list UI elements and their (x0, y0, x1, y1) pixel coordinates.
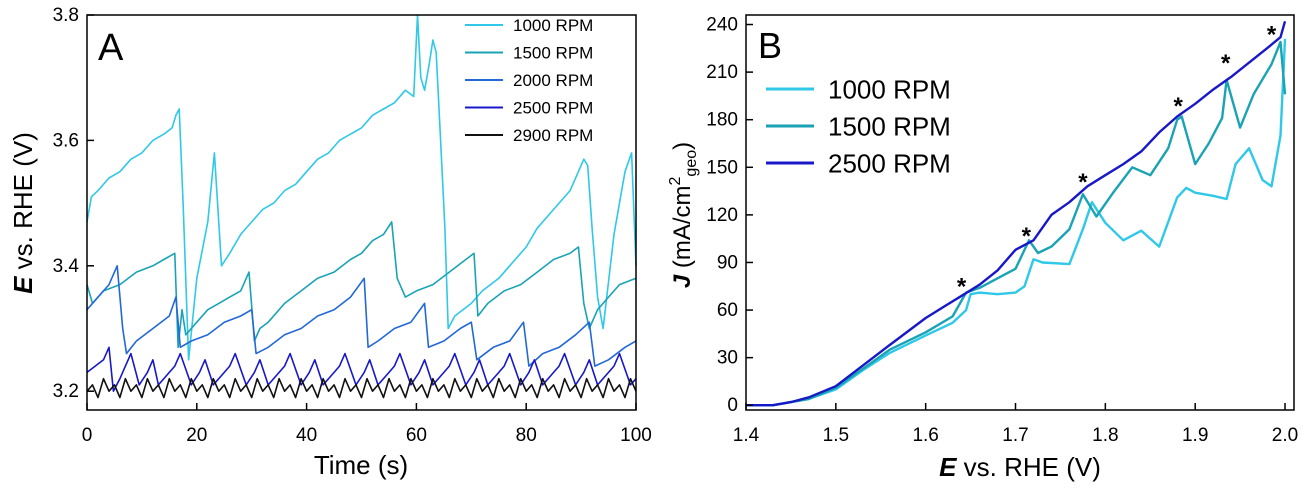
panel-b: 1.4 1.5 1.6 1.7 1.8 1.9 2.0 030609012015018021… (667, 14, 1298, 482)
panel-a-y-axis-title-bold: E (8, 276, 38, 294)
panel-b-x-ticks: 1.4 1.5 1.6 1.7 1.8 1.9 2.0 (733, 403, 1298, 446)
panel-a-label: A (98, 27, 124, 69)
panel-b-y-axis-title-close: ) (669, 142, 696, 150)
panel-b-y-ticks: 0 30 60 90 120 150 180 210 240 (706, 15, 753, 416)
panel-a-x-tick-label: 80 (516, 425, 537, 446)
panel-b-y-tick-label: 90 (717, 252, 738, 273)
panel-a-y-tick-label: 3.6 (53, 130, 79, 151)
panel-b-series-group (746, 20, 1287, 407)
panel-a-series-line-2 (86, 221, 637, 349)
panel-b-legend-label: 2500 RPM (828, 148, 951, 178)
panel-a-x-tick-label: 60 (406, 425, 427, 446)
panel-a-legend: 1000 RPM 1500 RPM 2000 RPM 2500 RPM 2900 RPM (465, 16, 593, 145)
panel-a-y-axis-title: E vs. RHE (V) (8, 132, 38, 294)
panel-a-y-axis-title-rest: vs. RHE (V) (8, 132, 38, 276)
panel-b-y-tick-label: 30 (717, 348, 738, 369)
panel-b-y-tick-label: 150 (706, 157, 738, 178)
panel-b-y-tick-label: 60 (717, 300, 738, 321)
panel-b-x-tick-label: 1.6 (912, 425, 938, 446)
panel-b-asterisk-annotation: * (1173, 93, 1183, 120)
panel-a-x-tick-label: 40 (296, 425, 317, 446)
panel-b-y-axis-title-bold: J (669, 274, 696, 288)
panel-a-x-ticks: 0 20 40 60 80 100 (82, 403, 652, 446)
panel-b-y-axis-title-rest: (mA/cm (669, 185, 696, 274)
panel-b-y-axis-title-sub: geo (683, 150, 700, 177)
panel-a-series-line-1 (86, 14, 637, 361)
panel-a-series-group (86, 14, 637, 399)
panel-b-x-axis-title-rest: vs. RHE (V) (956, 452, 1100, 482)
panel-b-y-tick-label: 120 (706, 205, 738, 226)
panel-b-x-tick-label: 1.5 (823, 425, 849, 446)
panel-b-y-tick-label: 210 (706, 62, 738, 83)
panel-a-series-line-5 (86, 377, 637, 399)
panel-b-x-tick-label: 1.7 (1002, 425, 1028, 446)
panel-b-x-tick-label: 1.4 (733, 425, 760, 446)
panel-a-legend-label: 1000 RPM (513, 16, 593, 35)
panel-b-x-axis-title: E vs. RHE (V) (939, 452, 1101, 482)
panel-b-asterisk-annotation: * (1267, 21, 1277, 48)
panel-a-plot-frame (86, 14, 637, 411)
panel-a-y-tick-label: 3.8 (53, 5, 79, 26)
panel-a-y-ticks: 3.2 3.4 3.6 3.8 (53, 5, 94, 402)
panel-b-legend-label: 1500 RPM (828, 111, 951, 141)
panel-b-x-tick-label: 2.0 (1272, 425, 1298, 446)
panel-b-y-axis-title-sup: 2 (667, 176, 684, 185)
panel-a-x-tick-label: 20 (186, 425, 207, 446)
panel-b-annotations: * * * * * * (957, 21, 1277, 300)
panel-b-asterisk-annotation: * (1221, 50, 1231, 77)
panel-b-asterisk-annotation: * (1078, 169, 1088, 196)
panel-a-x-tick-label: 0 (82, 425, 93, 446)
panel-b-asterisk-annotation: * (1022, 223, 1032, 250)
panel-a-legend-label: 1500 RPM (513, 44, 593, 63)
panel-b-x-tick-label: 1.9 (1182, 425, 1208, 446)
panel-a-legend-label: 2000 RPM (513, 71, 593, 90)
panel-a-series-line-3 (86, 264, 637, 367)
panel-b-y-tick-label: 240 (706, 15, 738, 36)
panel-a: 0 20 40 60 80 100 3.2 3.4 3.6 3.8 A Time (s) E v… (8, 5, 652, 480)
panel-a-legend-label: 2900 RPM (513, 126, 593, 145)
panel-a-x-tick-label: 100 (620, 425, 652, 446)
panel-b-plot-frame (745, 14, 1295, 411)
panel-b-x-axis-title-bold: E (939, 452, 957, 482)
panel-b-y-axis-title: J (mA/cm2geo) (667, 142, 700, 288)
panel-b-label: B (758, 25, 782, 66)
panel-b-series-line-1 (746, 38, 1287, 407)
panel-a-y-tick-label: 3.2 (53, 381, 79, 402)
panel-b-legend-label: 1000 RPM (828, 74, 951, 104)
panel-b-asterisk-annotation: * (957, 274, 967, 301)
panel-b-legend: 1000 RPM 1500 RPM 2500 RPM (766, 74, 951, 178)
panel-a-legend-label: 2500 RPM (513, 99, 593, 118)
panel-a-x-axis-title: Time (s) (314, 450, 408, 480)
panel-b-series-line-2 (746, 40, 1287, 407)
panel-b-x-tick-label: 1.8 (1092, 425, 1118, 446)
panel-b-y-tick-label: 180 (706, 110, 738, 131)
panel-b-y-tick-label: 0 (727, 395, 738, 416)
panel-b-series-line-3 (746, 20, 1287, 407)
panel-a-y-tick-label: 3.4 (53, 256, 80, 277)
